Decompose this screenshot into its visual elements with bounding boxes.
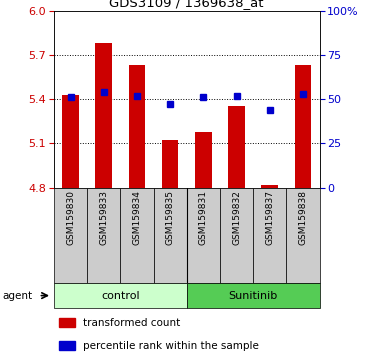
Text: transformed count: transformed count: [83, 318, 180, 328]
Bar: [228, 107, 245, 188]
Bar: [261, 185, 278, 188]
Bar: [95, 43, 112, 188]
Text: GSM159830: GSM159830: [66, 190, 75, 245]
Text: GSM159838: GSM159838: [298, 190, 308, 245]
Bar: [129, 65, 145, 188]
Text: Sunitinib: Sunitinib: [229, 291, 278, 301]
Text: agent: agent: [2, 291, 32, 301]
Text: GSM159831: GSM159831: [199, 190, 208, 245]
Bar: [87, 188, 121, 283]
Bar: [54, 188, 87, 283]
Bar: [59, 341, 75, 350]
Bar: [195, 132, 212, 188]
Bar: [59, 318, 75, 327]
Bar: [286, 188, 320, 283]
Text: GSM159833: GSM159833: [99, 190, 108, 245]
Bar: [62, 95, 79, 188]
Text: GSM159835: GSM159835: [166, 190, 175, 245]
Bar: [54, 283, 187, 308]
Text: control: control: [101, 291, 140, 301]
Bar: [187, 283, 320, 308]
Title: GDS3109 / 1369638_at: GDS3109 / 1369638_at: [109, 0, 264, 10]
Text: GSM159837: GSM159837: [265, 190, 274, 245]
Bar: [162, 141, 178, 188]
Text: percentile rank within the sample: percentile rank within the sample: [83, 341, 259, 351]
Bar: [120, 188, 154, 283]
Bar: [220, 188, 253, 283]
Bar: [187, 188, 220, 283]
Bar: [295, 65, 311, 188]
Text: GSM159834: GSM159834: [132, 190, 141, 245]
Text: GSM159832: GSM159832: [232, 190, 241, 245]
Bar: [253, 188, 286, 283]
Bar: [154, 188, 187, 283]
